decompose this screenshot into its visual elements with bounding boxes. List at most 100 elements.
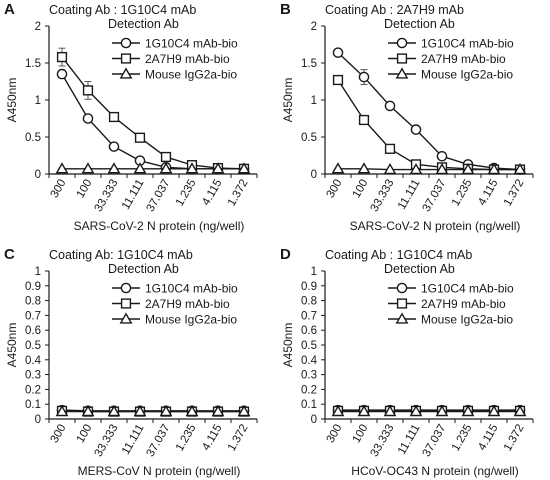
point-triangle xyxy=(331,162,345,174)
point-square xyxy=(358,114,370,126)
point-circle xyxy=(56,68,68,80)
point-triangle xyxy=(435,404,449,417)
point-circle xyxy=(82,113,94,124)
x-axis-title: MERS-CoV N protein (ng/well) xyxy=(78,464,241,478)
legend-marker-circle xyxy=(120,37,132,49)
x-axis-title: SARS-CoV-2 N protein (ng/well) xyxy=(74,219,245,233)
panel-letter: C xyxy=(4,246,15,263)
x-axis-title: HCoV-OC43 N protein (ng/well) xyxy=(351,464,518,478)
x-tick-label: 300 xyxy=(325,178,345,201)
series-triangle xyxy=(55,162,251,174)
legend-label: 1G10C4 mAb-bio xyxy=(145,37,238,51)
series-triangle xyxy=(331,404,527,417)
x-tick-label: 11.111 xyxy=(396,178,423,212)
detection-label: Detection Ab xyxy=(384,17,455,31)
panel-letter: B xyxy=(280,1,291,18)
point-square xyxy=(160,151,172,163)
legend-label: 2A7H9 mAb-bio xyxy=(421,297,506,311)
y-tick-label: 0.1 xyxy=(25,399,41,411)
y-tick-label: 0 xyxy=(311,414,317,426)
y-tick-label: 1.5 xyxy=(301,58,317,70)
point-circle xyxy=(436,150,448,162)
y-tick-label: 0.8 xyxy=(25,296,41,308)
y-tick-label: 2 xyxy=(311,21,317,33)
y-tick-label: 0.3 xyxy=(25,370,41,382)
detection-label: Detection Ab xyxy=(108,17,179,31)
y-tick-label: 0 xyxy=(35,414,41,426)
point-circle xyxy=(108,141,120,152)
y-tick-label: 1.5 xyxy=(25,58,41,70)
x-tick-label: 33.333 xyxy=(93,423,121,459)
point-triangle xyxy=(107,162,121,174)
legend-label: Mouse IgG2a-bio xyxy=(421,313,513,327)
point-triangle xyxy=(487,404,501,417)
point-triangle xyxy=(357,404,371,417)
point-triangle xyxy=(237,404,251,417)
point-square xyxy=(384,143,396,154)
legend-label: 1G10C4 mAb-bio xyxy=(421,282,514,296)
point-triangle xyxy=(513,162,527,175)
x-tick-label: 1.235 xyxy=(174,423,199,454)
legend-marker-circle xyxy=(396,37,408,49)
coating-label: Coating Ab : 1G10C4 mAb xyxy=(325,248,472,262)
legend-label: 1G10C4 mAb-bio xyxy=(145,282,238,296)
point-circle xyxy=(332,47,344,58)
x-tick-label: 1.372 xyxy=(226,423,251,454)
y-tick-label: 0.3 xyxy=(301,370,317,382)
point-triangle xyxy=(357,162,371,174)
point-square xyxy=(332,74,344,86)
y-tick-label: 0.5 xyxy=(25,340,41,352)
point-triangle xyxy=(461,404,475,417)
legend-marker-circle xyxy=(396,282,408,294)
y-tick-label: 1 xyxy=(35,95,41,107)
y-tick-label: 0 xyxy=(35,169,41,181)
x-tick-label: 37.037 xyxy=(145,423,173,459)
legend-marker-triangle xyxy=(395,67,409,79)
x-tick-label: 33.333 xyxy=(93,178,121,214)
x-tick-label: 300 xyxy=(325,423,345,446)
series-line xyxy=(338,168,520,171)
y-axis-title: A450nm xyxy=(281,323,295,368)
point-triangle xyxy=(211,162,225,174)
x-tick-label: 100 xyxy=(75,178,95,201)
x-tick-label: 4.115 xyxy=(200,178,224,208)
y-tick-label: 1 xyxy=(35,266,41,278)
y-tick-label: 0.6 xyxy=(301,325,317,337)
point-triangle xyxy=(55,404,69,417)
point-triangle xyxy=(331,404,345,417)
y-tick-label: 0.1 xyxy=(301,399,317,411)
legend-marker-triangle xyxy=(119,67,133,79)
point-triangle xyxy=(185,404,199,417)
x-tick-label: 1.372 xyxy=(226,178,251,209)
legend-marker-square xyxy=(120,298,132,309)
y-axis-title: A450nm xyxy=(281,78,295,123)
y-tick-label: 0.4 xyxy=(25,355,42,367)
point-triangle xyxy=(383,404,397,417)
legend-label: Mouse IgG2a-bio xyxy=(145,68,237,82)
point-square xyxy=(82,85,94,96)
x-tick-label: 1.235 xyxy=(450,423,475,454)
y-tick-label: 0.2 xyxy=(25,384,41,396)
y-tick-label: 1 xyxy=(311,266,317,278)
point-triangle xyxy=(409,404,423,417)
point-triangle xyxy=(81,162,95,174)
legend-marker-square xyxy=(396,298,408,309)
y-axis-title: A450nm xyxy=(5,323,19,368)
x-tick-label: 1.372 xyxy=(502,423,527,454)
point-triangle xyxy=(133,404,147,417)
legend-label: 2A7H9 mAb-bio xyxy=(145,52,230,66)
point-triangle xyxy=(107,404,121,417)
legend-marker-square xyxy=(120,53,132,64)
y-tick-label: 0.8 xyxy=(301,296,317,308)
point-triangle xyxy=(159,404,173,417)
x-tick-label: 33.333 xyxy=(369,178,397,214)
y-tick-label: 2 xyxy=(35,21,41,33)
legend-marker-circle xyxy=(120,282,132,294)
y-tick-label: 0.5 xyxy=(25,132,41,144)
